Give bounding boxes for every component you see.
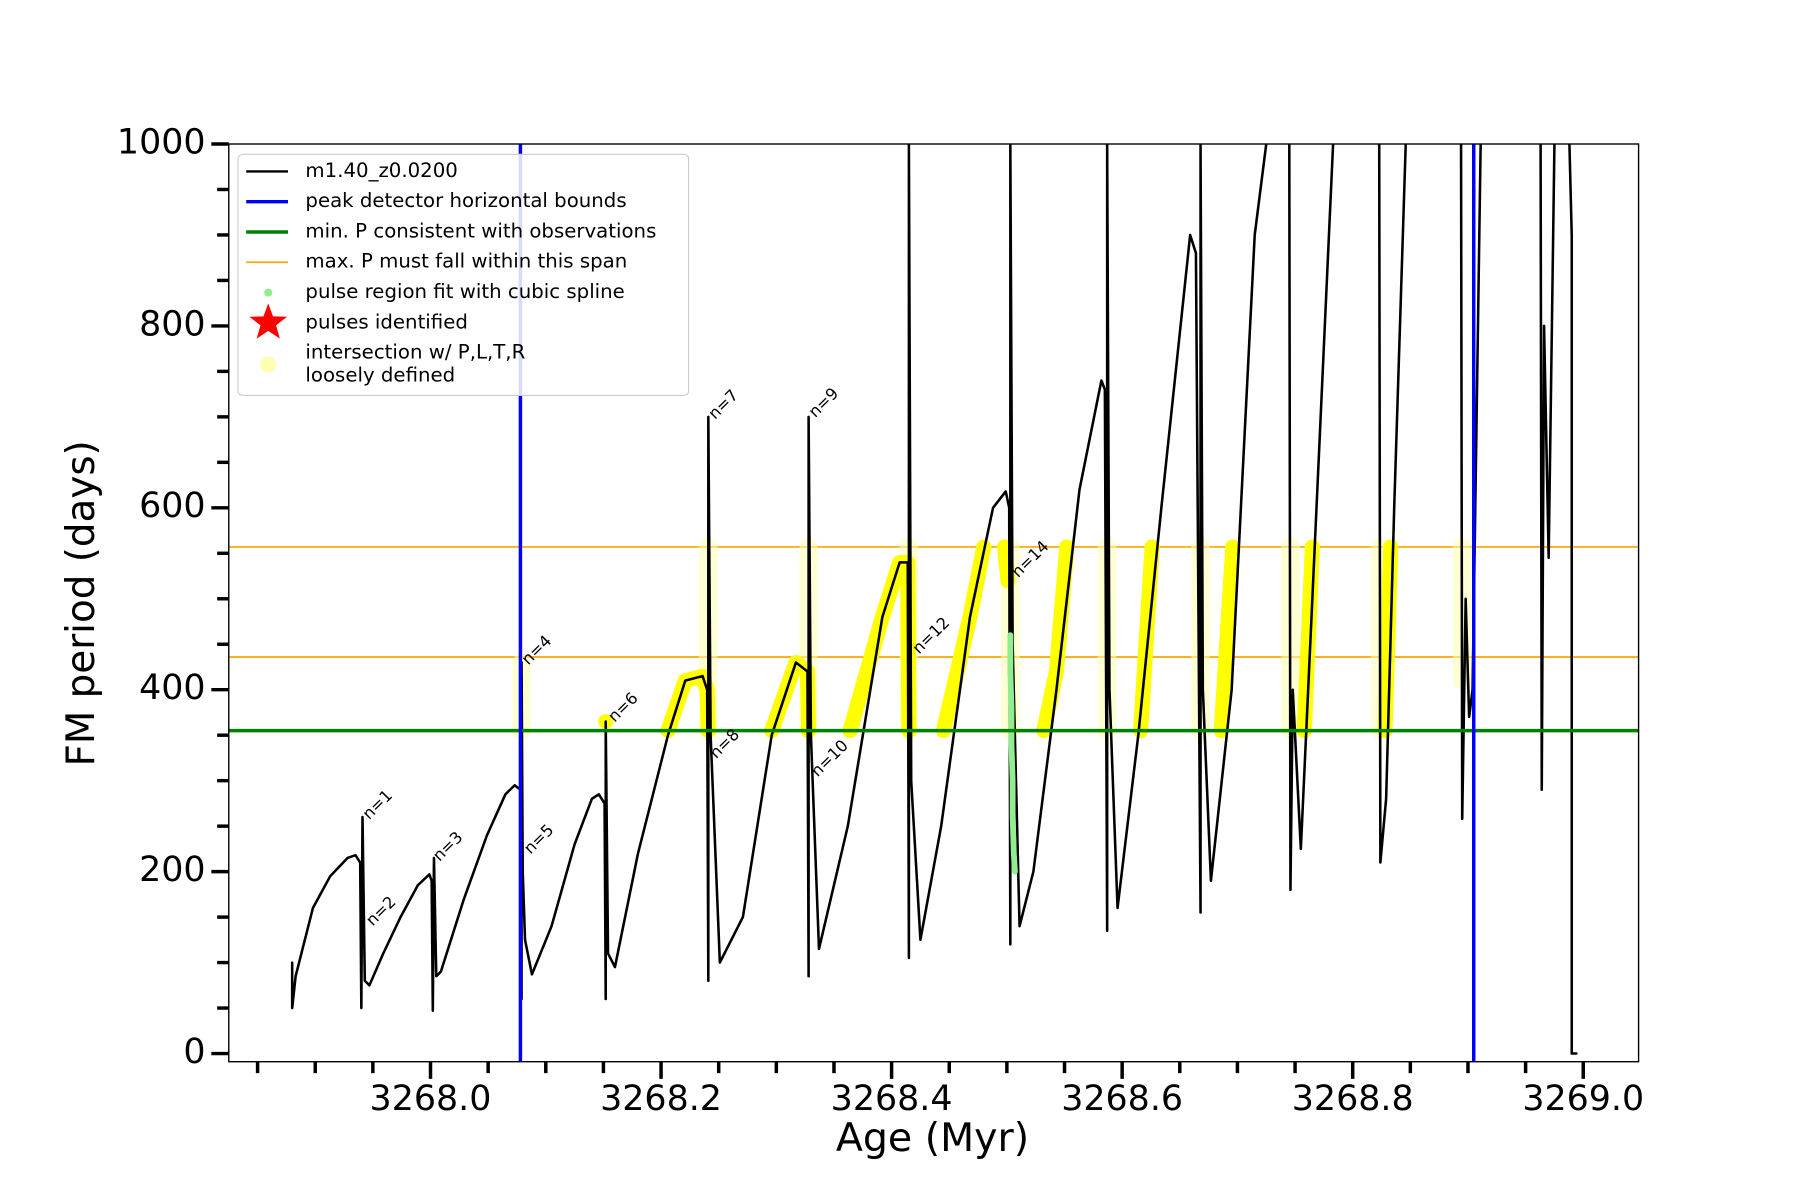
y-tick-label: 0 [183,1032,205,1072]
x-tick-label: 3268.2 [600,1079,722,1119]
legend-label: intersection w/ P,L,T,R [305,341,525,364]
axes-frame [228,143,1640,1063]
y-tick-label: 1000 [117,123,206,163]
x-axis-label: Age (Myr) [836,1116,1029,1161]
x-tick-label: 3269.0 [1522,1079,1644,1119]
legend-label: m1.40_z0.0200 [305,159,457,182]
legend-box [237,153,690,396]
legend-label: loosely defined [305,364,455,387]
legend-star [249,303,288,339]
legend-label: pulse region fit with cubic spline [305,280,624,303]
y-axis-label: FM period (days) [59,440,104,766]
spline-fit-points [1007,632,1018,875]
legend-label: min. P consistent with observations [305,220,656,243]
y-tick-label: 200 [139,850,205,890]
y-tick-label: 400 [139,668,205,708]
legend-label: peak detector horizontal bounds [305,189,626,212]
model-track [290,144,1578,1055]
y-tick-label: 600 [139,486,205,526]
legend-dot [260,356,277,373]
legend-dot [264,288,273,297]
legend-label: max. P must fall within this span [305,250,627,273]
x-tick-label: 3268.8 [1292,1079,1414,1119]
y-tick-label: 800 [139,305,205,345]
legend-label: pulses identified [305,310,467,333]
x-tick-label: 3268.4 [831,1079,953,1119]
plot-area [228,144,1639,1062]
x-tick-label: 3268.0 [370,1079,492,1119]
x-tick-label: 3268.6 [1061,1079,1183,1119]
